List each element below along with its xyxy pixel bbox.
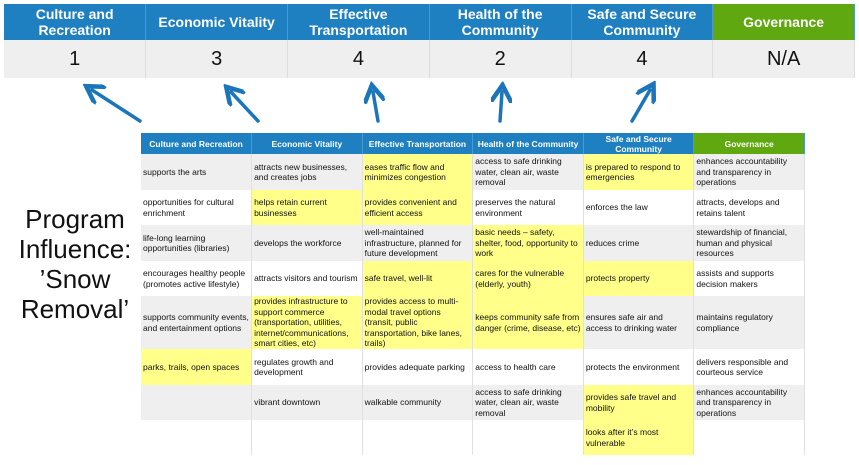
- table-row: encourages healthy people (promotes acti…: [141, 261, 805, 296]
- matrix-cell: supports the arts: [141, 154, 253, 190]
- matrix-cell: enhances accountability and transparency…: [693, 154, 805, 190]
- matrix-cell: provides safe travel and mobility: [583, 385, 695, 420]
- matrix-header-safe: Safe and Secure Community: [583, 133, 695, 154]
- matrix-header-health: Health of the Community: [472, 133, 584, 154]
- score-transportation: 4: [287, 40, 430, 78]
- matrix-cell: [472, 420, 584, 455]
- matrix-cell: ensures safe air and access to drinking …: [583, 296, 695, 349]
- matrix-cell: provides adequate parking: [362, 349, 474, 385]
- summary-header-safe: Safe and Secure Community: [571, 4, 714, 40]
- matrix-cell: encourages healthy people (promotes acti…: [141, 261, 253, 296]
- program-influence-label: Program Influence: ’Snow Removal’: [18, 204, 132, 324]
- matrix-cell: safe travel, well-lit: [362, 261, 474, 296]
- summary-header-governance: Governance: [712, 4, 855, 40]
- matrix-cell: delivers responsible and courteous servi…: [693, 349, 805, 385]
- table-row: looks after it’s most vulnerable: [141, 420, 805, 455]
- arrow-icon: [373, 92, 378, 123]
- summary-table: Culture and Recreation Economic Vitality…: [4, 4, 855, 78]
- matrix-cell: parks, trails, open spaces: [141, 349, 253, 385]
- score-culture: 1: [4, 40, 147, 78]
- matrix-header-transportation: Effective Transportation: [362, 133, 474, 154]
- table-row: supports the arts attracts new businesses…: [141, 154, 805, 190]
- matrix-cell: basic needs – safety, shelter, food, opp…: [472, 225, 584, 261]
- matrix-cell: [141, 385, 253, 420]
- matrix-cell: attracts visitors and tourism: [251, 261, 363, 296]
- matrix-cell: provides convenient and efficient access: [362, 190, 474, 225]
- matrix-cell: attracts new businesses, and creates job…: [251, 154, 363, 190]
- matrix-cell: walkable community: [362, 385, 474, 420]
- matrix-cell: protects the environment: [583, 349, 695, 385]
- matrix-cell: keeps community safe from danger (crime,…: [472, 296, 584, 349]
- matrix-cell: cares for the vulnerable (elderly, youth…: [472, 261, 584, 296]
- matrix-cell: maintains regulatory compliance: [693, 296, 805, 349]
- table-row: supports community events, and entertain…: [141, 296, 805, 349]
- score-economic: 3: [145, 40, 288, 78]
- matrix-cell: life-long learning opportunities (librar…: [141, 225, 253, 261]
- score-governance: N/A: [712, 40, 855, 78]
- matrix-cell: regulates growth and development: [251, 349, 363, 385]
- matrix-cell: vibrant downtown: [251, 385, 363, 420]
- matrix-cell: [141, 420, 253, 455]
- matrix-cell: [693, 420, 805, 455]
- matrix-cell: looks after it’s most vulnerable: [583, 420, 695, 455]
- matrix-cell: enforces the law: [583, 190, 695, 225]
- matrix-cell: develops the workforce: [251, 225, 363, 261]
- arrow-icon: [92, 90, 142, 123]
- summary-header-transportation: Effective Transportation: [287, 4, 430, 40]
- matrix-cell: [362, 420, 474, 455]
- arrow-icon: [630, 90, 650, 123]
- score-health: 2: [429, 40, 572, 78]
- matrix-cell: assists and supports decision makers: [693, 261, 805, 296]
- matrix-cell: provides access to multi-modal travel op…: [362, 296, 474, 349]
- matrix-cell: [251, 420, 363, 455]
- matrix-cell: supports community events, and entertain…: [141, 296, 253, 349]
- matrix-cell: access to safe drinking water, clean air…: [472, 385, 584, 420]
- matrix-cell: attracts, develops and retains talent: [693, 190, 805, 225]
- matrix-cell: access to safe drinking water, clean air…: [472, 154, 584, 190]
- table-row: vibrant downtown walkable community access…: [141, 385, 805, 420]
- table-row: opportunities for cultural enrichment hel…: [141, 190, 805, 225]
- table-row: life-long learning opportunities (librar…: [141, 225, 805, 261]
- matrix-cell: reduces crime: [583, 225, 695, 261]
- summary-header-health: Health of the Community: [429, 4, 572, 40]
- table-row: parks, trails, open spaces regulates grow…: [141, 349, 805, 385]
- matrix-cell: stewardship of financial, human and phys…: [693, 225, 805, 261]
- matrix-cell: provides infrastructure to support comme…: [251, 296, 363, 349]
- matrix-cell: opportunities for cultural enrichment: [141, 190, 253, 225]
- arrow-icon: [231, 92, 260, 123]
- matrix-cell: well-maintained infrastructure, planned …: [362, 225, 474, 261]
- arrow-icon: [500, 92, 502, 123]
- matrix-header-culture: Culture and Recreation: [141, 133, 253, 154]
- matrix-cell: enhances accountability and transparency…: [693, 385, 805, 420]
- matrix-cell: eases traffic flow and minimizes congest…: [362, 154, 474, 190]
- matrix-cell: protects property: [583, 261, 695, 296]
- matrix-cell: access to health care: [472, 349, 584, 385]
- matrix-cell: helps retain current businesses: [251, 190, 363, 225]
- matrix-cell: preserves the natural environment: [472, 190, 584, 225]
- matrix-cell: is prepared to respond to emergencies: [583, 154, 695, 190]
- score-safe: 4: [571, 40, 714, 78]
- matrix-header-governance: Governance: [693, 133, 805, 154]
- arrows: [0, 0, 859, 123]
- summary-header-culture: Culture and Recreation: [4, 4, 147, 40]
- summary-header-economic: Economic Vitality: [145, 4, 288, 40]
- influence-matrix: Culture and Recreation Economic Vitality…: [141, 133, 805, 455]
- matrix-header-economic: Economic Vitality: [251, 133, 363, 154]
